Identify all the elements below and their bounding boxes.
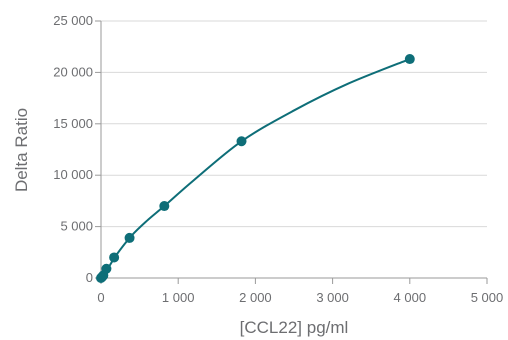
y-tick-label: 0 [86,270,93,285]
fit-curve [100,58,411,279]
x-tick-label: 0 [97,290,104,305]
x-tick-label: 3 000 [316,290,349,305]
data-point [109,252,120,263]
y-tick-label: 10 000 [53,167,93,182]
gridlines [101,20,487,228]
x-tick-label: 2 000 [239,290,272,305]
y-tick-label: 25 000 [53,13,93,28]
y-tick-label: 20 000 [53,64,93,79]
x-tick-label: 4 000 [394,290,427,305]
axes [95,20,488,284]
data-point [124,232,135,243]
data-points [96,54,415,283]
data-point [236,136,247,147]
data-point [159,201,170,212]
x-tick-labels: 0 1 000 2 000 3 000 4 000 5 000 [97,290,503,305]
x-tick-label: 5 000 [471,290,504,305]
x-tick-label: 1 000 [162,290,195,305]
y-tick-labels: 0 5 000 10 000 15 000 20 000 25 000 [53,13,93,285]
y-tick-label: 15 000 [53,116,93,131]
x-axis-title: [CCL22] pg/ml [240,318,349,337]
data-point [101,263,112,274]
y-axis-title: Delta Ratio [12,108,31,192]
y-tick-label: 5 000 [60,219,93,234]
data-point [404,54,415,65]
